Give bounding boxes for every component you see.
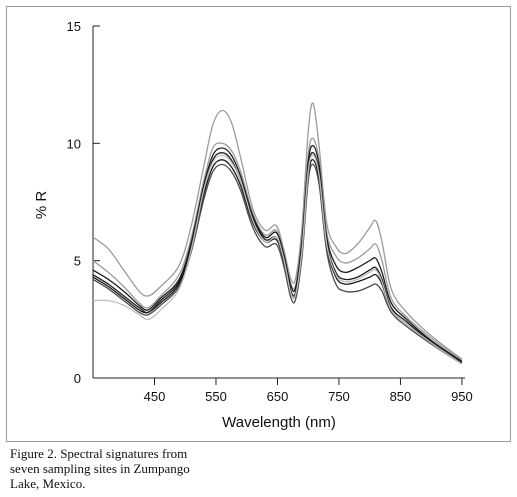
series-line-5	[92, 159, 463, 364]
figure-caption: Figure 2. Spectral signatures from seven…	[10, 446, 270, 491]
series-line-1	[92, 102, 463, 360]
y-tick-label: 0	[74, 371, 81, 386]
caption-line-3: Lake, Mexico.	[10, 476, 86, 491]
series-lines	[92, 102, 463, 365]
x-tick-label: 550	[205, 389, 227, 404]
caption-line-2: seven sampling sites in Zumpango	[10, 461, 190, 476]
y-ticks: 0 5 10 15	[67, 19, 100, 386]
y-axis-title: % R	[33, 191, 50, 220]
y-tick-label: 10	[67, 136, 81, 151]
spectral-chart: 0 5 10 15 450 550 650 750 850 950 Wavelength (nm…	[33, 19, 473, 431]
x-tick-label: 450	[144, 389, 166, 404]
y-axis: 0 5 10 15	[67, 19, 100, 386]
figure-frame	[6, 6, 511, 442]
x-axis: 450 550 650 750 850 950	[93, 377, 473, 404]
x-tick-label: 750	[328, 389, 350, 404]
series-line-6	[92, 163, 463, 365]
x-tick-label: 950	[451, 389, 473, 404]
x-tick-label: 650	[267, 389, 289, 404]
x-tick-label: 850	[390, 389, 412, 404]
series-line-7	[92, 154, 463, 365]
x-ticks: 450 550 650 750 850 950	[144, 378, 473, 404]
series-line-4	[92, 151, 463, 363]
caption-line-1: Figure 2. Spectral signatures from	[10, 446, 188, 461]
y-tick-label: 15	[67, 19, 81, 34]
x-axis-title: Wavelength (nm)	[222, 414, 336, 431]
y-tick-label: 5	[74, 254, 81, 269]
series-line-3	[92, 144, 463, 363]
